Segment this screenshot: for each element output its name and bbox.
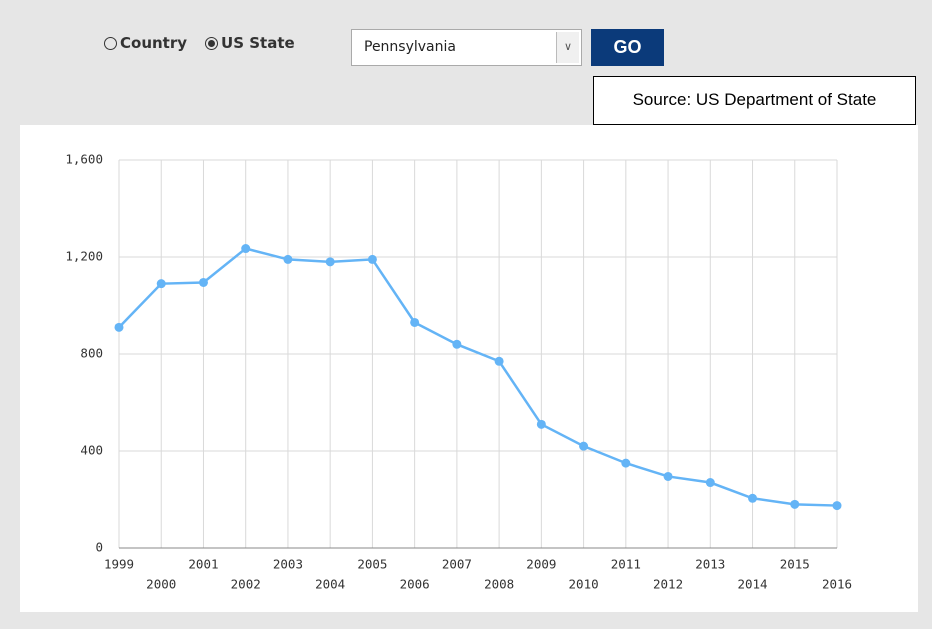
go-button[interactable]: GO (591, 29, 664, 66)
chart: 1999 2000 2001 2002 2003 2004 2005 2006 2007 2008… (20, 125, 918, 612)
data-point (410, 317, 420, 327)
data-point (452, 339, 462, 349)
x-tick-label: 2005 (357, 557, 387, 572)
x-tick-label: 2015 (780, 557, 810, 572)
x-tick-label: 2002 (231, 577, 261, 592)
y-tick-label: 1,600 (65, 152, 103, 167)
radio-button[interactable] (104, 36, 117, 50)
x-tick-label: 2014 (737, 577, 767, 592)
data-point (705, 478, 715, 488)
radio-checked-dot (208, 39, 216, 47)
x-tick-label: 2003 (273, 557, 303, 572)
source-box: Source: US Department of State (593, 76, 916, 125)
data-point (198, 277, 208, 287)
radio-label: US State (221, 34, 295, 52)
x-tick-label: 2012 (653, 577, 683, 592)
data-point (621, 458, 631, 468)
radio-label: Country (120, 34, 188, 52)
x-tick-label: 2010 (569, 577, 599, 592)
x-tick-label: 2006 (400, 577, 430, 592)
x-tick-label: 2009 (526, 557, 556, 572)
x-tick-label: 2011 (611, 557, 641, 572)
select-arrow[interactable]: ∨ (556, 32, 579, 63)
x-tick-label: 1999 (104, 557, 134, 572)
data-point (325, 257, 335, 267)
data-point (241, 244, 251, 254)
radio-button[interactable] (205, 36, 219, 50)
x-tick-label: 2001 (188, 557, 218, 572)
y-tick-label: 400 (80, 443, 103, 458)
data-point (536, 419, 546, 429)
radio-option[interactable]: Country (104, 34, 187, 52)
data-point (579, 441, 589, 451)
y-tick-label: 1,200 (65, 249, 103, 264)
data-point (494, 356, 504, 366)
data-point (663, 471, 673, 481)
y-tick-label: 0 (95, 540, 103, 555)
data-point (748, 493, 758, 503)
data-line (118, 247, 838, 507)
data-point (283, 254, 293, 264)
data-point (790, 499, 800, 509)
radio-option[interactable]: US State (205, 34, 295, 52)
radio-group: Country US State (104, 34, 295, 52)
x-tick-label: 2007 (442, 557, 472, 572)
x-tick-label: 2016 (822, 577, 852, 592)
x-tick-label: 2008 (484, 577, 514, 592)
select-value: Pennsylvania (364, 39, 456, 55)
data-point (367, 254, 377, 264)
x-tick-label: 2000 (146, 577, 176, 592)
state-select[interactable]: Pennsylvania ∨ (351, 29, 582, 66)
x-tick-label: 2004 (315, 577, 345, 592)
x-tick-label: 2013 (695, 557, 725, 572)
data-point (156, 279, 166, 289)
data-point (832, 501, 842, 511)
y-tick-label: 800 (80, 346, 103, 361)
data-point (114, 322, 124, 332)
